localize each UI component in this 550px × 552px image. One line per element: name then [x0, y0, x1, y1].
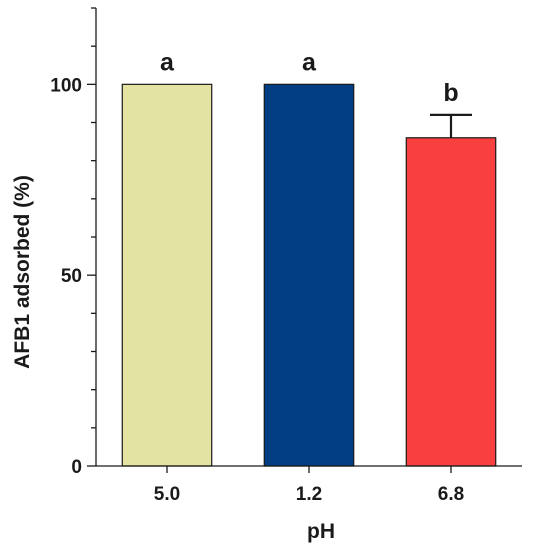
- significance-label-1.2: a: [302, 48, 317, 76]
- y-tick-label-50: 50: [61, 266, 82, 287]
- y-tick-labels-group: 0 50 100: [50, 75, 82, 478]
- x-tick-label-1.2: 1.2: [296, 484, 322, 505]
- x-tick-labels-group: 5.0 1.2 6.8: [154, 484, 464, 505]
- y-tick-label-0: 0: [71, 457, 82, 478]
- significance-labels-group: a a b: [160, 48, 459, 107]
- x-tick-label-5.0: 5.0: [154, 484, 180, 505]
- bars-group: [121, 83, 497, 467]
- significance-label-6.8: b: [443, 79, 458, 107]
- y-tick-label-100: 100: [50, 75, 82, 96]
- error-bars-group: [430, 113, 472, 138]
- significance-label-5.0: a: [160, 48, 175, 76]
- x-tick-label-6.8: 6.8: [438, 484, 464, 505]
- bar-5.0: [121, 83, 213, 467]
- y-axis-title: AFB1 adsorbed (%): [11, 175, 34, 369]
- bar-6.8: [405, 137, 497, 467]
- axes-group: [87, 7, 522, 473]
- bar-1.2: [263, 83, 355, 467]
- x-axis-title: pH: [307, 520, 335, 543]
